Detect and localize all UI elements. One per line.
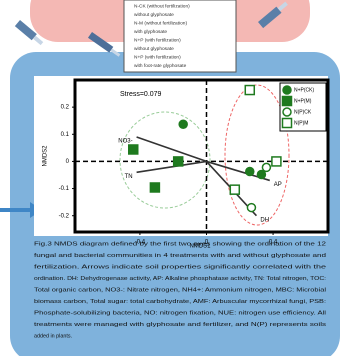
caption-line: fertilization. Arrows indicate soil prop… <box>34 264 326 270</box>
point <box>128 144 139 155</box>
point <box>172 156 184 167</box>
legend-label: N(P)M <box>294 120 308 126</box>
x-tick-label: 0.4 <box>269 240 278 246</box>
legend-line: without glyphosate <box>134 12 174 18</box>
syringe-left <box>14 20 44 46</box>
caption-line: ordination. DH: Dehydrogenase activity, … <box>34 276 326 282</box>
vector-label: NO3- <box>118 139 132 145</box>
point <box>178 119 188 129</box>
y-axis-label: NMDS2 <box>43 145 49 167</box>
stress-label: Stress=0.079 <box>120 91 162 98</box>
vector-arrow <box>136 136 207 163</box>
caption-line: biomass carbon, Total sugar: total carbo… <box>34 299 326 305</box>
legend-line: without glyphosate <box>134 46 174 52</box>
caption-line: added in plants. <box>34 333 72 339</box>
point <box>261 162 272 173</box>
caption-line: fungal and bacterial communities in 4 tr… <box>34 253 326 259</box>
legend-line: with foot-rate glyphosate <box>134 63 187 69</box>
x-tick-label: 0 <box>205 240 209 246</box>
y-tick-label: 0 <box>66 159 70 165</box>
group-ellipse <box>224 84 290 226</box>
legend-line: with glyphosate <box>134 29 167 35</box>
legend-label: N+P(CK) <box>294 87 314 93</box>
y-tick-label: -0.1 <box>59 186 70 192</box>
legend-line: N+P (with fertilization) <box>134 54 181 60</box>
caption-line: Fig.3 NMDS diagram defined by the first … <box>34 241 326 247</box>
y-tick-label: -0.2 <box>59 213 70 219</box>
top-legend-box <box>123 0 237 73</box>
caption-line: Phosphate-solubilizing bacteria, NO: nit… <box>34 310 326 316</box>
legend-line: N-M (without fertilization) <box>134 20 187 26</box>
point <box>246 202 257 213</box>
x-tick-label: -0.4 <box>135 240 146 246</box>
point <box>271 156 282 167</box>
legend-line: N-CK (without fertilization) <box>134 3 190 9</box>
legend-marker <box>282 107 292 117</box>
caption-line: treatments were managed with glyphosate … <box>34 322 326 328</box>
point <box>245 166 255 177</box>
point <box>244 84 256 96</box>
y-tick-label: 0.1 <box>61 132 70 138</box>
vector-label: DH <box>260 217 269 223</box>
vector-arrow <box>136 160 207 174</box>
legend-marker <box>281 117 293 129</box>
legend-line: N+P (with fertilization) <box>134 37 181 43</box>
syringe-mid <box>87 32 121 57</box>
syringe-right <box>258 1 288 29</box>
point <box>229 184 241 195</box>
arrow <box>0 202 42 218</box>
legend-label: N+P(M) <box>294 98 312 104</box>
legend-marker <box>281 95 293 107</box>
point <box>256 169 267 180</box>
vector-label: TN <box>125 174 133 180</box>
y-tick-label: 0.2 <box>61 105 70 111</box>
legend-label: N(P)CK <box>294 109 312 115</box>
vector-label: AP <box>274 182 282 188</box>
point <box>149 182 161 193</box>
group-ellipse <box>119 111 211 209</box>
legend-marker <box>282 85 292 95</box>
x-axis-label: NMDS1 <box>189 244 211 250</box>
caption-line: Total organic carbon, NO3-: Nitrate nitr… <box>34 287 326 293</box>
